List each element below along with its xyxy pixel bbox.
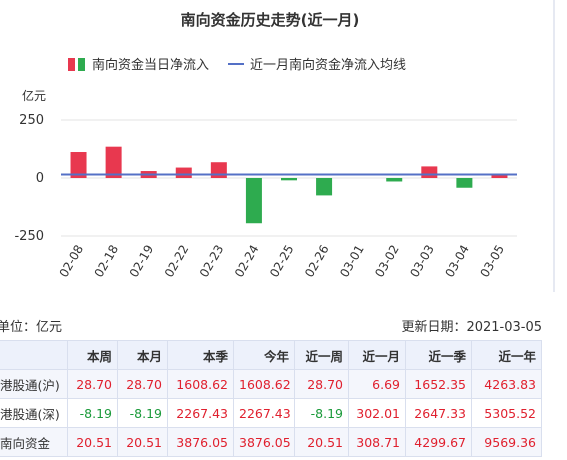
bar-02-24[interactable] xyxy=(245,178,262,224)
bar-02-22[interactable] xyxy=(175,167,192,178)
x-tick-label: 02-22 xyxy=(162,243,192,280)
x-tick-label: 03-01 xyxy=(337,243,367,280)
table-cell: 9569.36 xyxy=(471,427,542,457)
column-header: 近一季 xyxy=(405,340,472,370)
row-label: 港股通(沪) xyxy=(0,369,68,399)
x-tick-label: 03-04 xyxy=(442,243,472,280)
table-cell: 4263.83 xyxy=(471,369,542,399)
x-tick-label: 03-02 xyxy=(372,243,402,280)
bar-02-25[interactable] xyxy=(281,178,297,181)
x-tick-label: 03-03 xyxy=(407,243,437,280)
table-cell: -8.19 xyxy=(117,398,168,428)
x-tick-label: 02-26 xyxy=(302,243,332,280)
table-cell: -8.19 xyxy=(67,398,118,428)
chart-title: 南向资金历史走势(近一月) xyxy=(181,11,360,29)
table-cell: 2267.43 xyxy=(233,398,295,428)
table-cell: 3876.05 xyxy=(167,427,234,457)
table-cell: 2267.43 xyxy=(167,398,234,428)
table-cell: 20.51 xyxy=(117,427,168,457)
x-tick-label: 02-18 xyxy=(92,243,122,280)
table-cell: 1652.35 xyxy=(405,369,472,399)
column-header: 本周 xyxy=(67,340,118,370)
x-tick-label: 03-05 xyxy=(477,243,507,280)
x-tick-label: 02-25 xyxy=(267,243,297,280)
x-tick-label: 02-08 xyxy=(57,243,87,280)
legend-line-label[interactable]: 近一月南向资金净流入均线 xyxy=(250,57,406,73)
row-label: 南向资金 xyxy=(0,427,68,457)
table-header-row: 本周 本月 本季 今年 近一周 近一月 近一季 近一年 xyxy=(0,340,542,370)
panel-border xyxy=(553,0,555,292)
column-header: 今年 xyxy=(233,340,295,370)
bar-02-26[interactable] xyxy=(316,178,333,196)
table-row: 港股通(深) -8.19 -8.19 2267.43 2267.43 -8.19 302.0… xyxy=(0,398,542,428)
chart-panel: 南向资金历史走势(近一月) 南向资金当日净流入 近一月南向资金净流入均线 亿元 … xyxy=(14,11,517,280)
bar-03-04[interactable] xyxy=(456,178,473,188)
table-cell: 3876.05 xyxy=(233,427,295,457)
table-cell: 28.70 xyxy=(294,369,349,399)
table-cell: 308.71 xyxy=(348,427,406,457)
table-row: 南向资金 20.51 20.51 3876.05 3876.05 20.51 308.71 4… xyxy=(0,427,542,457)
unit-label: 单位：亿元 xyxy=(0,320,63,335)
table-cell: 302.01 xyxy=(348,398,406,428)
table-cell: 20.51 xyxy=(294,427,349,457)
column-header xyxy=(0,340,68,370)
table-cell: 4299.67 xyxy=(405,427,472,457)
row-label: 港股通(深) xyxy=(0,398,68,428)
x-tick-label: 02-23 xyxy=(197,243,227,280)
x-tick-label: 02-19 xyxy=(127,243,157,280)
column-header: 近一周 xyxy=(294,340,349,370)
table-row: 港股通(沪) 28.70 28.70 1608.62 1608.62 28.70 6.69 1… xyxy=(0,369,542,399)
y-tick-label: 250 xyxy=(19,113,44,128)
bar-02-18[interactable] xyxy=(105,146,122,178)
table-cell: 1608.62 xyxy=(167,369,234,399)
table-cell: 2647.33 xyxy=(405,398,472,428)
legend-bar-swatch-red xyxy=(68,58,75,71)
table-cell: 28.70 xyxy=(117,369,168,399)
bar-03-05[interactable] xyxy=(491,175,508,178)
bar-03-03[interactable] xyxy=(421,166,438,178)
column-header: 近一年 xyxy=(471,340,542,370)
y-axis-unit: 亿元 xyxy=(22,88,46,103)
legend-bar-label[interactable]: 南向资金当日净流入 xyxy=(92,57,209,73)
table-cell: 20.51 xyxy=(67,427,118,457)
summary-table: 本周 本月 本季 今年 近一周 近一月 近一季 近一年 港股通(沪) 28.70 28.70 160… xyxy=(0,340,542,457)
table-cell: 5305.52 xyxy=(471,398,542,428)
column-header: 近一月 xyxy=(348,340,406,370)
bar-03-02[interactable] xyxy=(386,178,403,182)
bar-02-23[interactable] xyxy=(210,162,227,178)
legend-bar-swatch-green xyxy=(78,58,85,71)
y-tick-label: 0 xyxy=(36,171,44,186)
column-header: 本季 xyxy=(167,340,234,370)
bar-02-08[interactable] xyxy=(70,152,87,178)
table-cell: 6.69 xyxy=(348,369,406,399)
table-cell: 28.70 xyxy=(67,369,118,399)
net-inflow-chart: 南向资金历史走势(近一月) 南向资金当日净流入 近一月南向资金净流入均线 亿元 … xyxy=(14,11,517,280)
update-date: 更新日期：2021-03-05 xyxy=(401,320,542,335)
table-cell: 1608.62 xyxy=(233,369,295,399)
x-tick-label: 02-24 xyxy=(232,243,262,280)
y-tick-label: -250 xyxy=(14,229,44,244)
table-cell: -8.19 xyxy=(294,398,349,428)
column-header: 本月 xyxy=(117,340,168,370)
